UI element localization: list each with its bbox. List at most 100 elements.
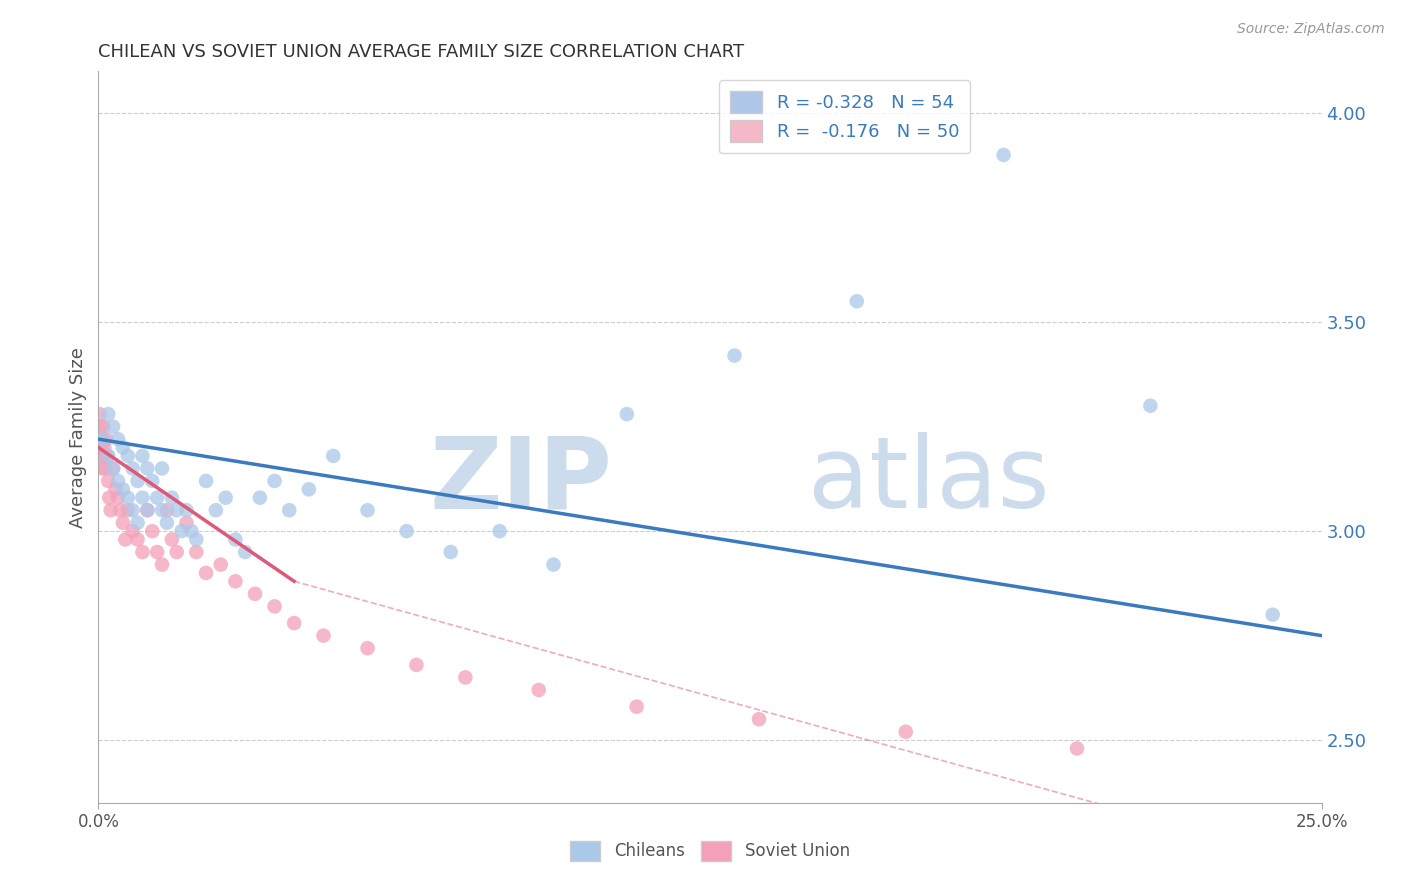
Point [283, 616, 305, 631]
Point [209, 558, 232, 572]
Point [440, 545, 463, 559]
Point [395, 524, 418, 538]
Point [97, 474, 120, 488]
Text: CHILEAN VS SOVIET UNION AVERAGE FAMILY SIZE CORRELATION CHART: CHILEAN VS SOVIET UNION AVERAGE FAMILY S… [98, 44, 745, 62]
Point [205, 503, 228, 517]
Point [89, 449, 111, 463]
Point [488, 524, 510, 538]
Point [117, 449, 139, 463]
Point [1261, 607, 1284, 622]
Point [312, 629, 335, 643]
Point [127, 474, 149, 488]
Point [127, 516, 149, 530]
Point [136, 503, 159, 517]
Point [150, 461, 173, 475]
Point [91, 432, 114, 446]
Point [224, 533, 246, 547]
Point [91, 432, 114, 446]
Point [111, 516, 134, 530]
Point [121, 524, 143, 538]
Point [91, 449, 114, 463]
Point [90, 461, 112, 475]
Point [170, 524, 193, 538]
Point [195, 474, 218, 488]
Point [107, 474, 129, 488]
Point [356, 641, 378, 656]
Point [127, 533, 149, 547]
Point [146, 545, 169, 559]
Point [405, 657, 427, 672]
Point [90, 441, 112, 455]
Point [156, 503, 179, 517]
Point [97, 449, 120, 463]
Point [97, 407, 120, 421]
Point [146, 491, 169, 505]
Point [131, 545, 153, 559]
Point [96, 449, 118, 463]
Point [104, 483, 127, 497]
Point [356, 503, 378, 517]
Point [195, 566, 218, 580]
Point [543, 558, 565, 572]
Point [166, 503, 188, 517]
Point [993, 148, 1015, 162]
Point [322, 449, 344, 463]
Point [107, 432, 129, 446]
Point [107, 491, 129, 505]
Point [160, 491, 183, 505]
Point [100, 503, 122, 517]
Point [263, 474, 285, 488]
Point [101, 461, 124, 475]
Point [180, 524, 202, 538]
Point [224, 574, 246, 589]
Point [150, 503, 173, 517]
Point [1139, 399, 1161, 413]
Point [141, 474, 163, 488]
Point [894, 724, 917, 739]
Point [101, 419, 124, 434]
Point [243, 587, 266, 601]
Point [136, 461, 159, 475]
Point [96, 432, 118, 446]
Point [186, 533, 208, 547]
Point [748, 712, 770, 726]
Point [136, 503, 159, 517]
Point [150, 558, 173, 572]
Point [89, 407, 111, 421]
Point [111, 483, 134, 497]
Point [1066, 741, 1088, 756]
Text: atlas: atlas [808, 433, 1049, 530]
Point [89, 432, 111, 446]
Point [90, 419, 112, 434]
Point [117, 503, 139, 517]
Point [93, 441, 115, 455]
Point [101, 461, 124, 475]
Point [114, 533, 136, 547]
Point [176, 503, 198, 517]
Point [121, 461, 143, 475]
Point [111, 441, 134, 455]
Text: Source: ZipAtlas.com: Source: ZipAtlas.com [1237, 22, 1385, 37]
Point [249, 491, 271, 505]
Point [98, 491, 121, 505]
Point [616, 407, 638, 421]
Point [298, 483, 321, 497]
Point [186, 545, 208, 559]
Point [94, 461, 117, 475]
Point [131, 449, 153, 463]
Point [233, 545, 256, 559]
Point [845, 294, 868, 309]
Point [91, 419, 114, 434]
Point [454, 670, 477, 684]
Point [527, 682, 550, 697]
Point [121, 503, 143, 517]
Legend: Chileans, Soviet Union: Chileans, Soviet Union [564, 834, 856, 868]
Point [263, 599, 285, 614]
Point [723, 349, 745, 363]
Point [141, 524, 163, 538]
Point [278, 503, 301, 517]
Point [214, 491, 236, 505]
Point [156, 516, 179, 530]
Point [110, 503, 132, 517]
Y-axis label: Average Family Size: Average Family Size [69, 347, 87, 527]
